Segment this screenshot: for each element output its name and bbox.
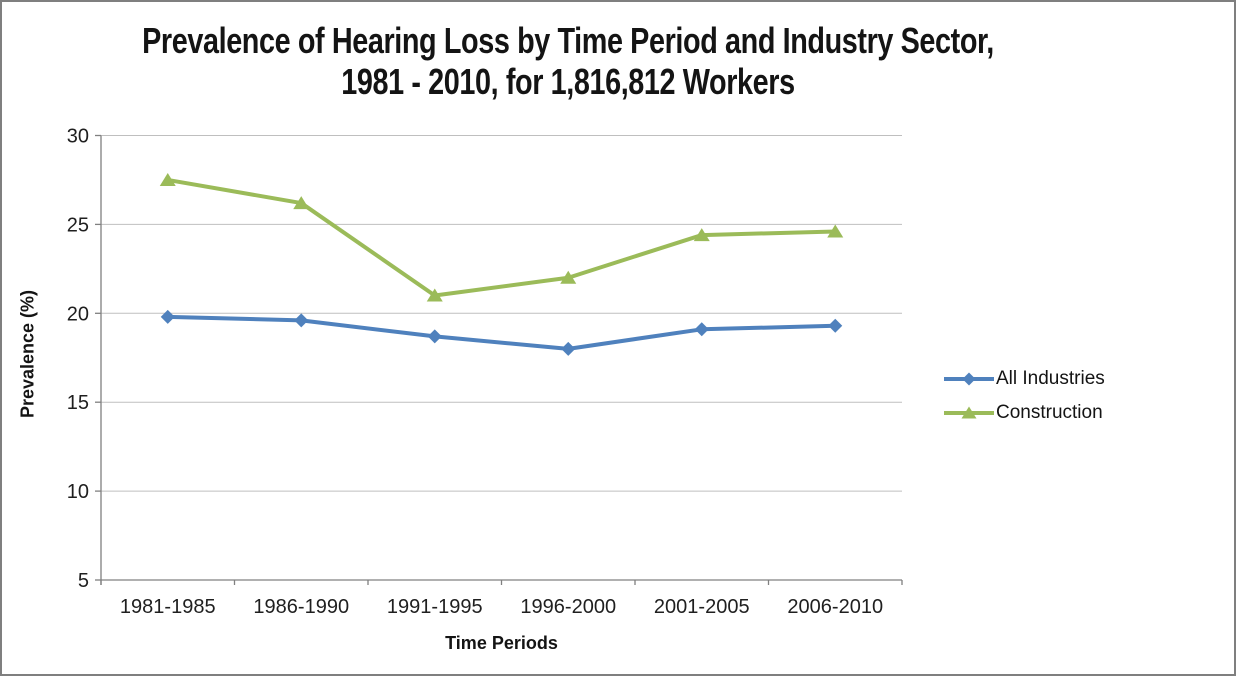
legend-swatch — [944, 372, 994, 386]
y-tick-label-20: 20 — [67, 303, 89, 325]
x-tick-label-1986-1990: 1986-1990 — [253, 596, 349, 618]
y-tick-label-30: 30 — [67, 126, 89, 148]
triangle-marker — [827, 224, 844, 238]
y-tick-label-25: 25 — [67, 214, 89, 236]
diamond-marker — [561, 341, 576, 356]
chart-title: Prevalence of Hearing Loss by Time Perio… — [115, 20, 1021, 102]
y-tick-label-10: 10 — [67, 481, 89, 503]
legend-item-construction: Construction — [943, 396, 1105, 430]
x-tick-label-2006-2010: 2006-2010 — [787, 596, 883, 618]
x-tick-label-1981-1985: 1981-1985 — [120, 596, 216, 618]
series-all-industries — [160, 309, 843, 356]
series-line — [165, 177, 838, 298]
triangle-icon — [961, 406, 977, 419]
diamond-icon — [962, 372, 976, 386]
chart-title-line-1: Prevalence of Hearing Loss by Time Perio… — [142, 20, 994, 61]
triangle-marker — [293, 196, 310, 210]
diamond-marker — [294, 313, 309, 328]
triangle-marker — [159, 172, 176, 186]
diamond-marker — [427, 329, 442, 344]
y-axis-title: Prevalence (%) — [17, 289, 38, 419]
legend-item-all-industries: All Industries — [943, 362, 1105, 396]
triangle-marker — [560, 270, 577, 284]
legend-label: All Industries — [996, 368, 1105, 389]
y-tick-label-5: 5 — [78, 570, 89, 592]
chart-title-line-2: 1981 - 2010, for 1,816,812 Workers — [341, 61, 795, 102]
diamond-marker — [828, 318, 843, 333]
x-axis-title: Time Periods — [445, 633, 558, 653]
x-tick-label-2001-2005: 2001-2005 — [654, 596, 750, 618]
legend-swatch — [944, 406, 994, 419]
series-construction — [159, 172, 844, 302]
diamond-marker — [694, 322, 709, 337]
diamond-marker — [160, 309, 175, 324]
triangle-marker — [426, 288, 443, 302]
legend-label: Construction — [996, 402, 1103, 423]
series-line — [165, 314, 838, 351]
legend: All Industries Construction — [943, 362, 1105, 430]
x-tick-label-1991-1995: 1991-1995 — [387, 596, 483, 618]
y-tick-label-15: 15 — [67, 392, 89, 414]
x-tick-label-1996-2000: 1996-2000 — [520, 596, 616, 618]
triangle-marker — [693, 228, 710, 242]
